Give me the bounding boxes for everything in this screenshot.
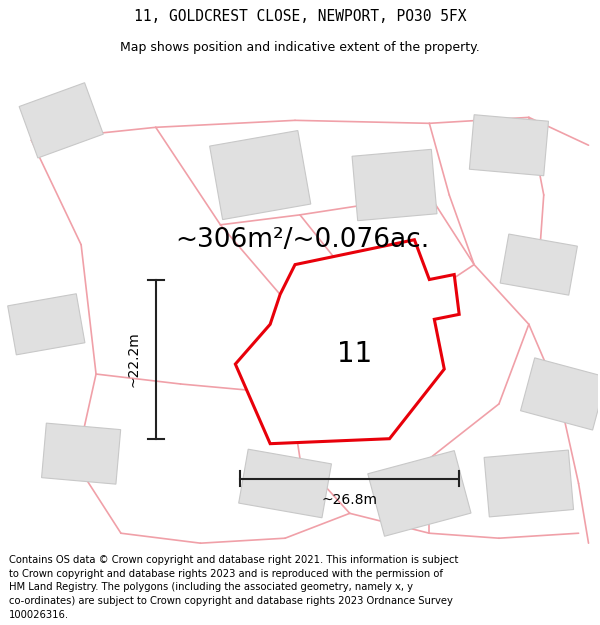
Polygon shape xyxy=(352,149,437,221)
Polygon shape xyxy=(521,358,600,430)
Polygon shape xyxy=(469,115,548,176)
Text: ~26.8m: ~26.8m xyxy=(322,493,378,508)
Text: ~22.2m: ~22.2m xyxy=(127,331,141,387)
Polygon shape xyxy=(500,234,577,295)
Polygon shape xyxy=(235,240,459,444)
Text: Contains OS data © Crown copyright and database right 2021. This information is : Contains OS data © Crown copyright and d… xyxy=(9,555,458,619)
Text: ~306m²/~0.076ac.: ~306m²/~0.076ac. xyxy=(176,227,430,253)
Polygon shape xyxy=(368,451,471,536)
Polygon shape xyxy=(41,423,121,484)
Polygon shape xyxy=(484,450,574,517)
Text: 11: 11 xyxy=(337,340,373,368)
Polygon shape xyxy=(19,82,103,158)
Text: Map shows position and indicative extent of the property.: Map shows position and indicative extent… xyxy=(120,41,480,54)
Polygon shape xyxy=(8,294,85,355)
Text: 11, GOLDCREST CLOSE, NEWPORT, PO30 5FX: 11, GOLDCREST CLOSE, NEWPORT, PO30 5FX xyxy=(134,9,466,24)
Polygon shape xyxy=(283,281,427,418)
Polygon shape xyxy=(239,449,331,518)
Polygon shape xyxy=(209,131,311,219)
